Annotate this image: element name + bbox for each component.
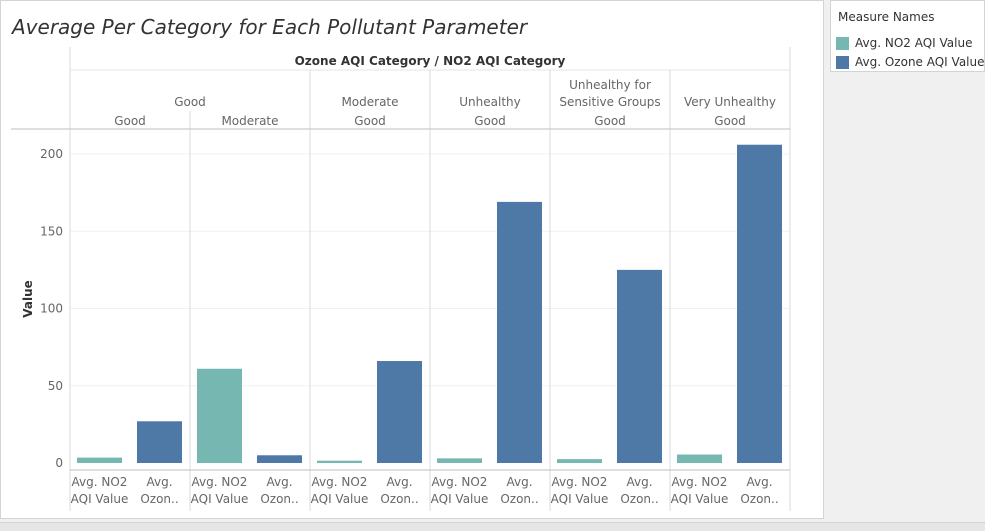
bar-no2 [317, 460, 362, 463]
x-tick-label: AQI Value [671, 492, 729, 506]
bar-ozone [257, 455, 302, 463]
x-tick-label: Avg. [386, 475, 412, 489]
legend-label-ozone: Avg. Ozone AQI Value [855, 55, 985, 69]
ozone-category-label: Sensitive Groups [559, 95, 660, 109]
bar-chart: 0 50 100 150 200 Value Ozone AQI Category / NO… [11, 47, 791, 511]
legend-title: Measure Names [838, 10, 935, 24]
x-tick-label: Avg. [506, 475, 532, 489]
x-tick-label: AQI Value [431, 492, 489, 506]
no2-category-label: Good [474, 114, 506, 128]
ozone-category-label: Very Unhealthy [684, 95, 776, 109]
no2-category-label: Moderate [221, 114, 278, 128]
x-tick-label: Avg. NO2 [312, 475, 368, 489]
bottom-scroll-strip [0, 522, 985, 531]
x-tick-label: Ozon.. [620, 492, 658, 506]
bar-ozone [617, 269, 662, 463]
chart-worksheet: Average Per Category for Each Pollutant … [0, 0, 824, 519]
x-tick-label: Avg. NO2 [192, 475, 248, 489]
x-tick-label: Avg. [746, 475, 772, 489]
bar-ozone [377, 361, 422, 463]
x-tick-label: AQI Value [311, 492, 369, 506]
y-tick-label: 150 [40, 224, 63, 238]
y-tick-label: 50 [48, 379, 63, 393]
legend-swatch-no2 [836, 36, 849, 50]
x-tick-label: AQI Value [71, 492, 129, 506]
header-title: Ozone AQI Category / NO2 AQI Category [295, 54, 566, 68]
ozone-category-label: Moderate [341, 95, 398, 109]
legend[interactable]: Measure Names Avg. NO2 AQI Value Avg. Oz… [830, 0, 985, 72]
bar-ozone [737, 144, 782, 464]
ozone-category-label: Unhealthy for [569, 78, 651, 92]
legend-label-no2: Avg. NO2 AQI Value [855, 36, 973, 50]
x-tick-label: Ozon.. [260, 492, 298, 506]
y-tick-label: 200 [40, 147, 63, 161]
y-tick-label: 0 [55, 456, 63, 470]
x-tick-label: Ozon.. [740, 492, 778, 506]
ozone-category-label: Good [174, 95, 206, 109]
x-tick-label: Avg. NO2 [432, 475, 488, 489]
no2-category-label: Good [594, 114, 626, 128]
no2-category-label: Good [714, 114, 746, 128]
x-tick-label: Avg. [266, 475, 292, 489]
legend-item-ozone[interactable]: Avg. Ozone AQI Value [836, 54, 985, 70]
bar-no2 [677, 454, 722, 463]
ozone-category-label: Unhealthy [459, 95, 520, 109]
legend-swatch-ozone [836, 55, 849, 69]
bar-no2 [557, 459, 602, 463]
bar-ozone [497, 201, 542, 463]
y-tick-label: 100 [40, 302, 63, 316]
x-tick-label: Ozon.. [500, 492, 538, 506]
x-tick-label: Avg. [146, 475, 172, 489]
x-tick-label: Avg. [626, 475, 652, 489]
x-tick-label: Avg. NO2 [672, 475, 728, 489]
no2-category-label: Good [114, 114, 146, 128]
x-tick-label: AQI Value [191, 492, 249, 506]
chart-title: Average Per Category for Each Pollutant … [12, 15, 528, 39]
x-tick-label: AQI Value [551, 492, 609, 506]
no2-category-label: Good [354, 114, 386, 128]
bar-no2 [197, 368, 242, 463]
x-tick-label: Ozon.. [380, 492, 418, 506]
y-axis-label: Value [21, 280, 35, 318]
legend-item-no2[interactable]: Avg. NO2 AQI Value [836, 35, 972, 51]
bar-no2 [437, 458, 482, 463]
bar-no2 [77, 457, 122, 463]
bar-ozone [137, 421, 182, 463]
x-tick-label: Ozon.. [140, 492, 178, 506]
x-tick-label: Avg. NO2 [552, 475, 608, 489]
x-tick-label: Avg. NO2 [72, 475, 128, 489]
